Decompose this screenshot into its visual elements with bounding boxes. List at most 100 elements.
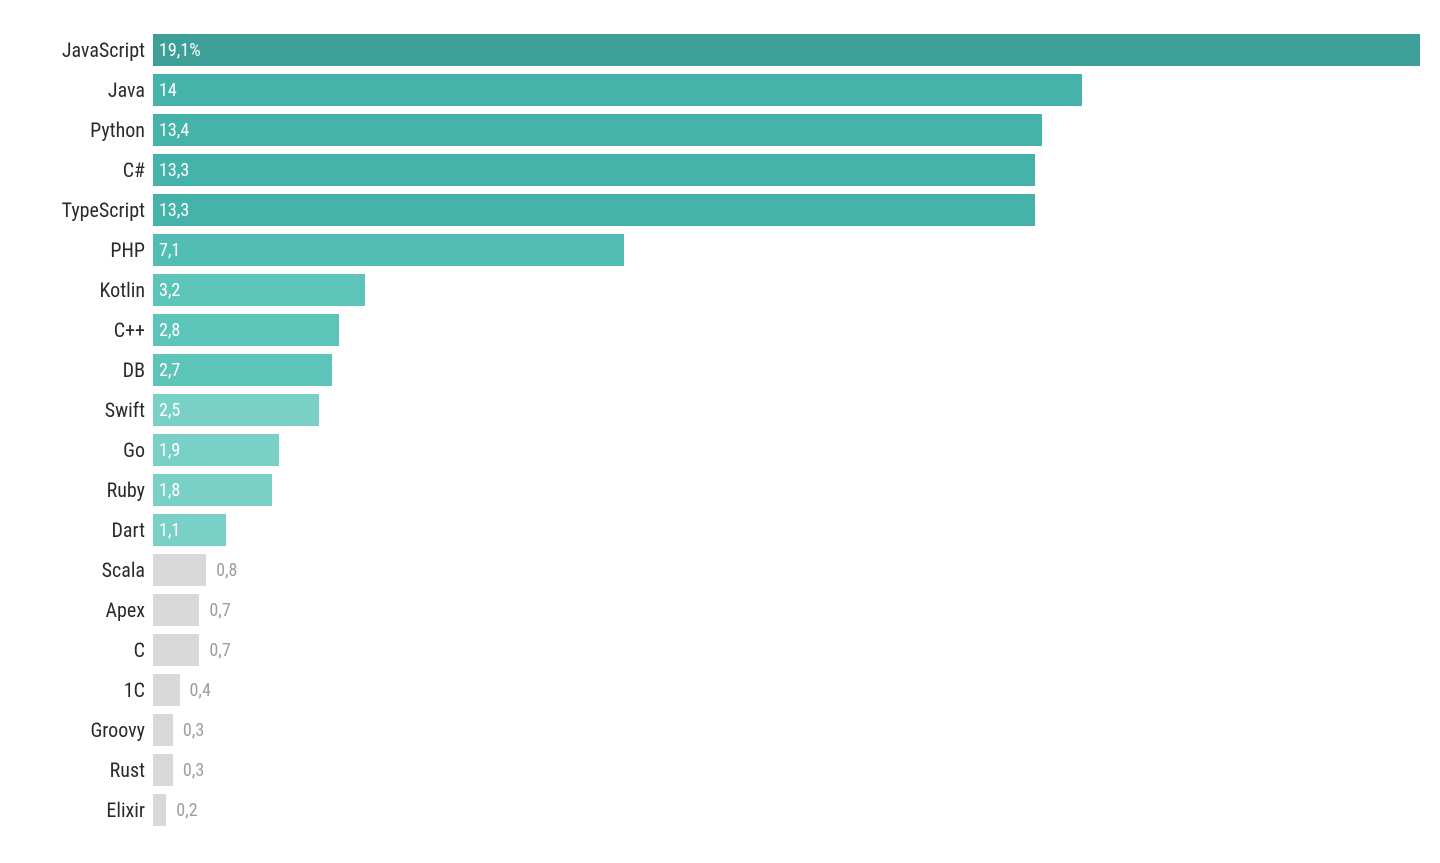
- bar: 1,8: [153, 474, 272, 506]
- bar: [153, 554, 206, 586]
- bar-row: C 0,7: [0, 630, 1420, 670]
- bar-row: JavaScript19,1%: [0, 30, 1420, 70]
- category-label: Groovy: [0, 718, 153, 742]
- bar-track: 1,1: [153, 514, 1420, 546]
- bar-row: Java14: [0, 70, 1420, 110]
- bar-row: TypeScript13,3: [0, 190, 1420, 230]
- category-label: Swift: [0, 398, 153, 422]
- bar: 1,9: [153, 434, 279, 466]
- bar-track: 0,8: [153, 554, 1420, 586]
- category-label: Scala: [0, 558, 153, 582]
- category-label: Java: [0, 78, 153, 102]
- bar-value: 7,1: [153, 240, 180, 261]
- bar-value: 1,9: [153, 440, 180, 461]
- bar: 7,1: [153, 234, 624, 266]
- bar-track: 0,3: [153, 754, 1420, 786]
- bar: [153, 634, 199, 666]
- bar: 13,4: [153, 114, 1042, 146]
- bar-value: 13,3: [153, 200, 189, 221]
- bar-value: 0,7: [199, 634, 230, 666]
- bar-track: 0,7: [153, 634, 1420, 666]
- bar-value: 0,3: [173, 714, 204, 746]
- bar-row: Dart1,1: [0, 510, 1420, 550]
- bar: 3,2: [153, 274, 365, 306]
- bar-row: C++2,8: [0, 310, 1420, 350]
- bar-track: 13,4: [153, 114, 1420, 146]
- bar-value: 14: [153, 80, 177, 101]
- bar: 1,1: [153, 514, 226, 546]
- bar-value: 2,5: [153, 400, 180, 421]
- bar: [153, 754, 173, 786]
- bar-track: 0,7: [153, 594, 1420, 626]
- bar-row: Ruby1,8: [0, 470, 1420, 510]
- bar-row: Python13,4: [0, 110, 1420, 150]
- bar-row: Scala 0,8: [0, 550, 1420, 590]
- bar-value: 0,2: [166, 794, 197, 826]
- bar-track: 2,5: [153, 394, 1420, 426]
- bar-value: 19,1%: [153, 40, 201, 61]
- bar-row: C#13,3: [0, 150, 1420, 190]
- bar-row: Swift2,5: [0, 390, 1420, 430]
- bar-track: 13,3: [153, 194, 1420, 226]
- bar-value: 0,7: [199, 594, 230, 626]
- bar-track: 0,4: [153, 674, 1420, 706]
- bar-track: 2,7: [153, 354, 1420, 386]
- category-label: PHP: [0, 238, 153, 262]
- bar-track: 7,1: [153, 234, 1420, 266]
- category-label: Elixir: [0, 798, 153, 822]
- bar-value: 2,7: [153, 360, 180, 381]
- category-label: JavaScript: [0, 38, 153, 62]
- category-label: Go: [0, 438, 153, 462]
- bar: 2,8: [153, 314, 339, 346]
- bar: [153, 594, 199, 626]
- bar-value: 13,4: [153, 120, 189, 141]
- bar-row: Apex 0,7: [0, 590, 1420, 630]
- bar-track: 0,3: [153, 714, 1420, 746]
- bar-track: 2,8: [153, 314, 1420, 346]
- category-label: Rust: [0, 758, 153, 782]
- bar-value: 0,4: [180, 674, 211, 706]
- bar-row: Elixir 0,2: [0, 790, 1420, 830]
- bar-track: 19,1%: [153, 34, 1420, 66]
- bar-value: 1,8: [153, 480, 180, 501]
- bar-row: Kotlin3,2: [0, 270, 1420, 310]
- bar: [153, 794, 166, 826]
- bar: [153, 674, 180, 706]
- bar-row: 1C 0,4: [0, 670, 1420, 710]
- bar-track: 0,2: [153, 794, 1420, 826]
- bar-row: Go1,9: [0, 430, 1420, 470]
- languages-bar-chart: JavaScript19,1%Java14Python13,4C#13,3Typ…: [0, 0, 1440, 860]
- bar-row: Rust 0,3: [0, 750, 1420, 790]
- bar-track: 1,8: [153, 474, 1420, 506]
- category-label: C: [0, 638, 153, 662]
- bar-value: 0,8: [206, 554, 237, 586]
- bar: 19,1%: [153, 34, 1420, 66]
- bar-track: 14: [153, 74, 1420, 106]
- bar-row: DB2,7: [0, 350, 1420, 390]
- category-label: Apex: [0, 598, 153, 622]
- category-label: Python: [0, 118, 153, 142]
- bar: 2,5: [153, 394, 319, 426]
- bar: 13,3: [153, 154, 1035, 186]
- bar-value: 13,3: [153, 160, 189, 181]
- category-label: Ruby: [0, 478, 153, 502]
- bar-track: 13,3: [153, 154, 1420, 186]
- bar-value: 3,2: [153, 280, 180, 301]
- bar: 14: [153, 74, 1082, 106]
- bar-track: 1,9: [153, 434, 1420, 466]
- category-label: C++: [0, 318, 153, 342]
- category-label: DB: [0, 358, 153, 382]
- bar-value: 1,1: [153, 520, 180, 541]
- bar-value: 2,8: [153, 320, 180, 341]
- bar: [153, 714, 173, 746]
- category-label: Dart: [0, 518, 153, 542]
- bar-value: 0,3: [173, 754, 204, 786]
- bar-row: Groovy 0,3: [0, 710, 1420, 750]
- category-label: TypeScript: [0, 198, 153, 222]
- bar-row: PHP7,1: [0, 230, 1420, 270]
- bar: 2,7: [153, 354, 332, 386]
- category-label: C#: [0, 158, 153, 182]
- bar: 13,3: [153, 194, 1035, 226]
- category-label: 1C: [0, 678, 153, 702]
- bar-track: 3,2: [153, 274, 1420, 306]
